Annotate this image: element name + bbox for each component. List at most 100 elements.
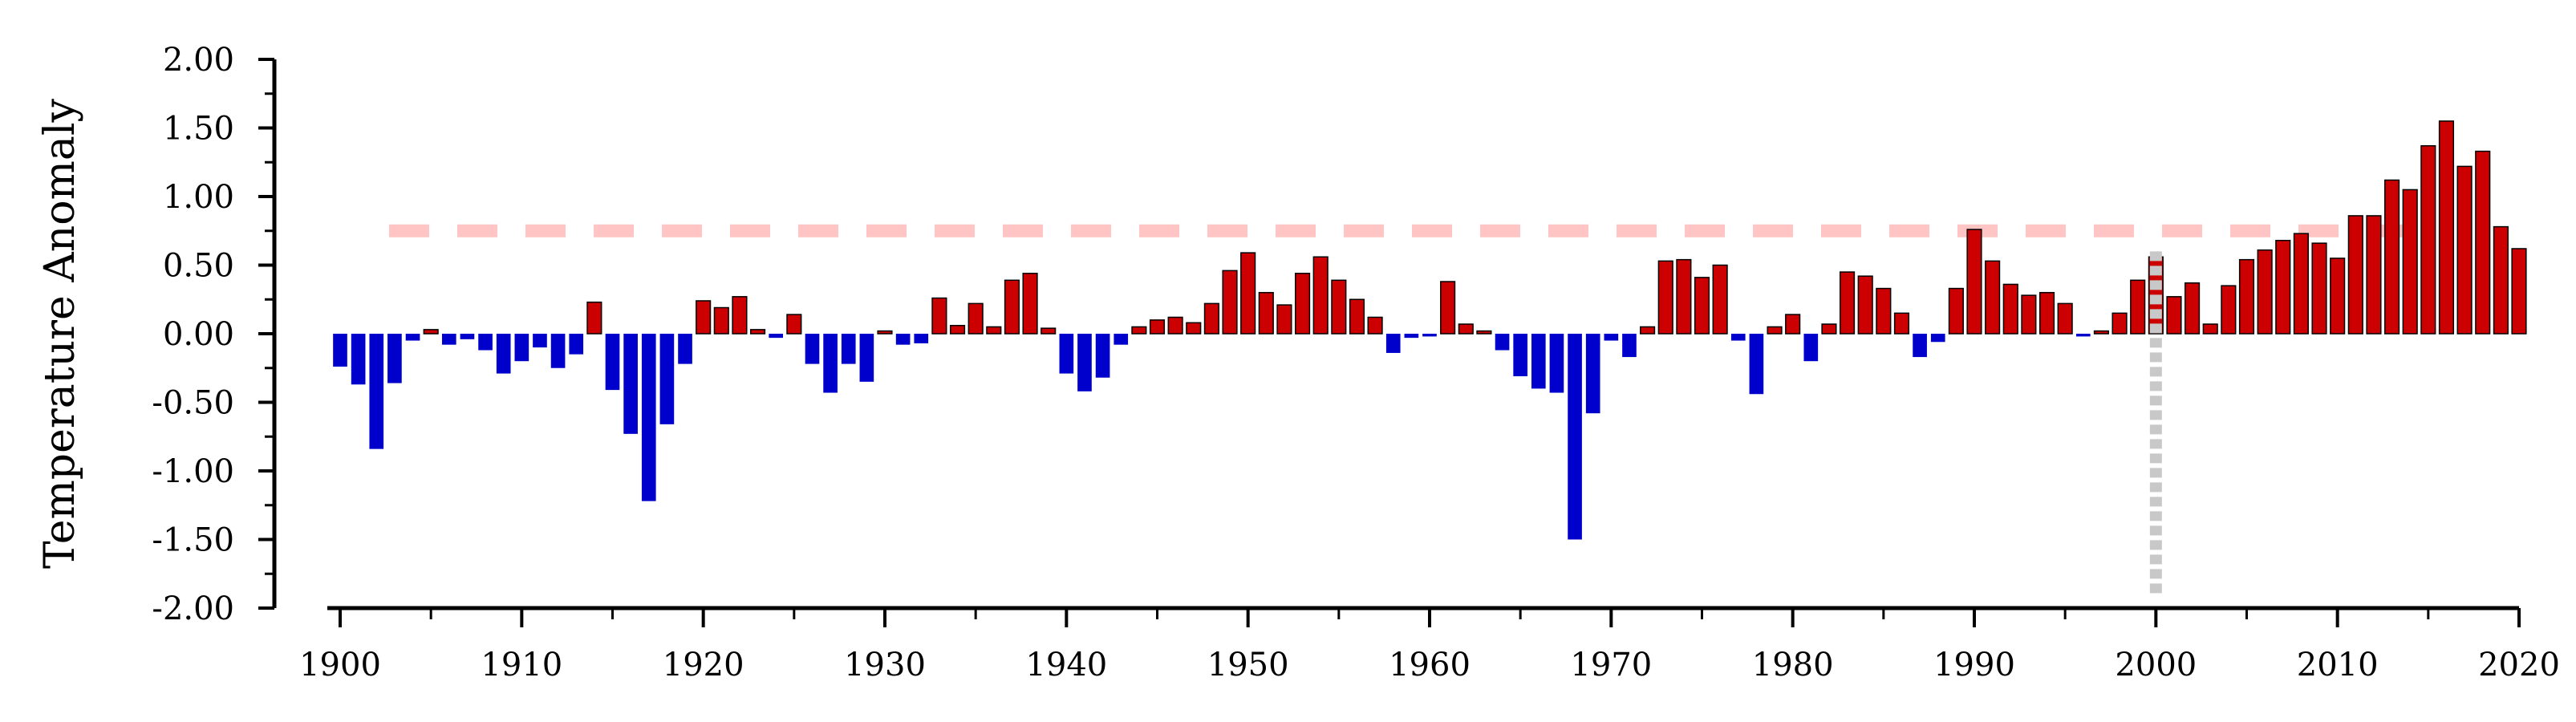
bar-1932 xyxy=(914,334,929,343)
bar-1943 xyxy=(1114,334,1129,345)
bar-1927 xyxy=(823,334,838,393)
bar-1908 xyxy=(478,334,493,351)
bar-1910 xyxy=(514,334,529,362)
bar-2017 xyxy=(2456,165,2473,335)
bar-1917 xyxy=(641,334,656,501)
bar-1914 xyxy=(586,301,602,335)
bar-1985 xyxy=(1876,287,1892,335)
bar-1971 xyxy=(1622,334,1637,358)
bar-1949 xyxy=(1222,270,1238,335)
y-tick-label: 2.00 xyxy=(163,42,234,79)
y-tick-label: 1.50 xyxy=(163,111,234,148)
bar-1900 xyxy=(333,334,347,367)
bar-1959 xyxy=(1404,334,1419,339)
x-tick-label: 2000 xyxy=(2115,647,2197,683)
x-ticks-layer: 1900 1910 1920 1930 1940 1950 1960 1970 1980 1990… xyxy=(299,608,2560,683)
y-tick-label: -1.50 xyxy=(152,522,234,559)
bar-1965 xyxy=(1513,334,1527,377)
bar-1981 xyxy=(1803,334,1819,362)
bar-1956 xyxy=(1349,298,1365,335)
bar-1928 xyxy=(841,334,856,364)
x-tick-label: 1980 xyxy=(1752,647,1834,683)
bar-2004 xyxy=(2221,285,2237,335)
x-tick-label: 1960 xyxy=(1389,647,1471,683)
x-tick-label: 1970 xyxy=(1570,647,1652,683)
bar-2002 xyxy=(2185,282,2201,335)
bar-1969 xyxy=(1585,334,1600,414)
bar-1945 xyxy=(1149,319,1166,335)
bar-2006 xyxy=(2257,249,2273,335)
bar-1902 xyxy=(369,334,384,449)
bar-1912 xyxy=(550,334,566,368)
y-ticks-layer: 2.00 1.50 1.00 0.50 0.00 -0.50 -1.00 -1.50 -2.00 xyxy=(152,42,274,627)
bar-1977 xyxy=(1730,334,1746,341)
bar-1992 xyxy=(2002,283,2018,335)
bar-1976 xyxy=(1712,264,1728,335)
bar-1929 xyxy=(859,334,874,382)
bar-1925 xyxy=(786,314,802,335)
bar-1980 xyxy=(1785,314,1801,335)
x-tick-label: 1910 xyxy=(481,647,562,683)
bar-1984 xyxy=(1857,275,1873,335)
bar-1979 xyxy=(1767,326,1783,335)
bar-1973 xyxy=(1657,260,1673,335)
x-tick-label: 1920 xyxy=(663,647,744,683)
x-tick-label: 1950 xyxy=(1207,647,1289,683)
bar-2012 xyxy=(2366,215,2382,335)
bar-1907 xyxy=(460,334,475,339)
bar-1970 xyxy=(1604,334,1619,341)
bar-1924 xyxy=(769,334,784,339)
bar-1986 xyxy=(1893,312,1910,335)
y-axis-title: Temperature Anomaly xyxy=(36,98,84,568)
bar-1957 xyxy=(1367,316,1383,335)
bar-2020 xyxy=(2511,248,2527,335)
y-tick-label: 0.00 xyxy=(163,316,234,353)
bar-1904 xyxy=(405,334,420,341)
bar-2013 xyxy=(2383,179,2400,335)
y-tick-label: -0.50 xyxy=(152,385,234,422)
bar-2015 xyxy=(2420,144,2436,335)
bar-2007 xyxy=(2275,239,2291,335)
bar-1940 xyxy=(1059,334,1074,374)
bar-1931 xyxy=(895,334,911,345)
bar-1994 xyxy=(2038,291,2055,335)
bar-1948 xyxy=(1203,302,1219,335)
bar-2008 xyxy=(2293,233,2309,335)
bar-1920 xyxy=(696,300,712,335)
bar-1989 xyxy=(1948,287,1964,335)
bar-1926 xyxy=(805,334,820,364)
bar-1919 xyxy=(678,334,692,364)
bar-1918 xyxy=(659,334,675,424)
bar-1937 xyxy=(1004,279,1020,335)
bar-1939 xyxy=(1041,327,1057,335)
bar-1993 xyxy=(2021,294,2037,335)
bar-2010 xyxy=(2330,258,2346,335)
bar-1930 xyxy=(877,330,893,335)
bar-1997 xyxy=(2093,330,2110,335)
bar-1958 xyxy=(1385,334,1401,353)
y-tick-label: 0.50 xyxy=(163,248,234,285)
bar-1975 xyxy=(1694,277,1710,335)
bar-1967 xyxy=(1549,334,1564,393)
bar-1935 xyxy=(968,302,984,335)
bar-2003 xyxy=(2202,323,2218,335)
bar-1982 xyxy=(1821,323,1837,335)
bar-1964 xyxy=(1495,334,1510,351)
bar-2019 xyxy=(2493,225,2509,335)
y-tick-label: 1.00 xyxy=(163,179,234,216)
bar-2014 xyxy=(2402,189,2418,335)
bar-1953 xyxy=(1294,273,1311,335)
bar-1962 xyxy=(1458,323,1474,335)
x-tick-label: 1900 xyxy=(299,647,381,683)
bar-1905 xyxy=(423,329,439,335)
bar-1952 xyxy=(1276,304,1292,335)
bar-1921 xyxy=(713,306,729,335)
bar-1923 xyxy=(749,329,766,335)
bar-1944 xyxy=(1131,326,1147,335)
x-tick-label: 1990 xyxy=(1933,647,2015,683)
bar-1955 xyxy=(1331,279,1347,335)
bar-1938 xyxy=(1022,273,1038,335)
bar-1987 xyxy=(1913,334,1927,358)
bar-1933 xyxy=(931,297,947,335)
y-tick-label: -2.00 xyxy=(152,590,234,627)
